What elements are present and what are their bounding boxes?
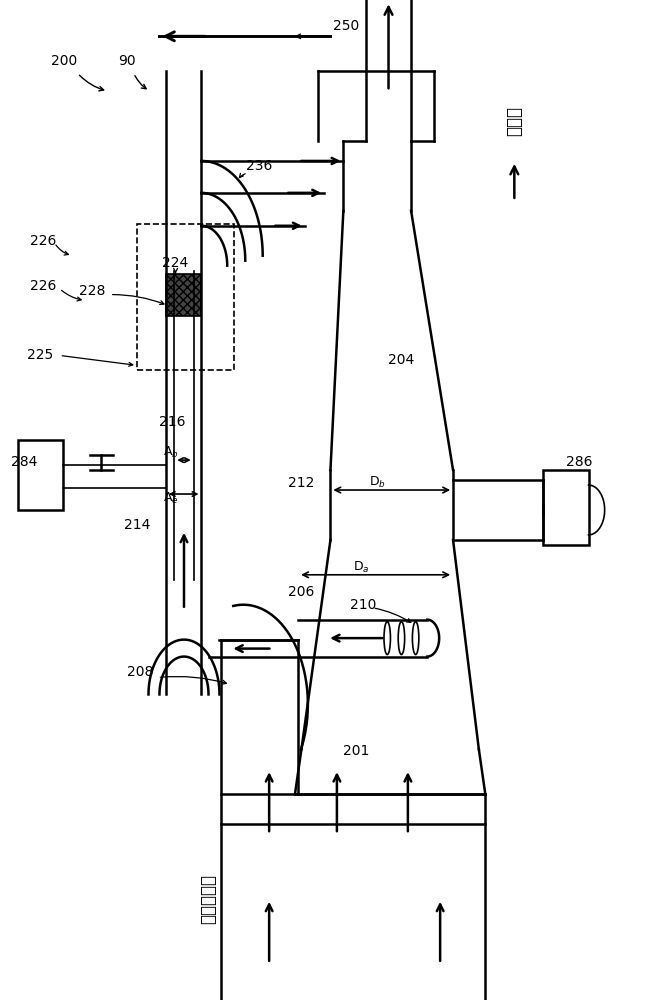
Text: 284: 284 bbox=[11, 455, 37, 469]
Text: 224: 224 bbox=[163, 256, 189, 270]
Text: 212: 212 bbox=[288, 476, 315, 490]
Bar bbox=[544, 470, 588, 545]
Text: 214: 214 bbox=[124, 518, 150, 532]
Bar bbox=[17, 440, 63, 510]
Text: 226: 226 bbox=[30, 234, 56, 248]
Text: 225: 225 bbox=[27, 348, 53, 362]
Text: 208: 208 bbox=[127, 665, 154, 679]
Text: 201: 201 bbox=[343, 744, 369, 758]
Text: 到大气: 到大气 bbox=[505, 106, 524, 136]
Text: 228: 228 bbox=[78, 284, 105, 298]
Bar bbox=[166, 274, 202, 316]
Text: 206: 206 bbox=[288, 585, 315, 599]
Text: A$_e$: A$_e$ bbox=[163, 490, 178, 506]
Text: 286: 286 bbox=[566, 455, 592, 469]
Text: 90: 90 bbox=[119, 54, 136, 68]
Text: 236: 236 bbox=[246, 159, 273, 173]
Text: 226: 226 bbox=[30, 279, 56, 293]
Text: 210: 210 bbox=[349, 598, 376, 612]
Text: 来自发动机: 来自发动机 bbox=[199, 874, 217, 924]
Text: D$_a$: D$_a$ bbox=[353, 560, 369, 575]
Text: D$_b$: D$_b$ bbox=[369, 475, 386, 490]
Text: 216: 216 bbox=[159, 415, 185, 429]
Bar bbox=[137, 224, 234, 370]
Text: 250: 250 bbox=[334, 19, 360, 33]
Text: 200: 200 bbox=[51, 54, 78, 68]
Text: A$_b$: A$_b$ bbox=[163, 445, 178, 460]
Text: 204: 204 bbox=[388, 353, 415, 367]
